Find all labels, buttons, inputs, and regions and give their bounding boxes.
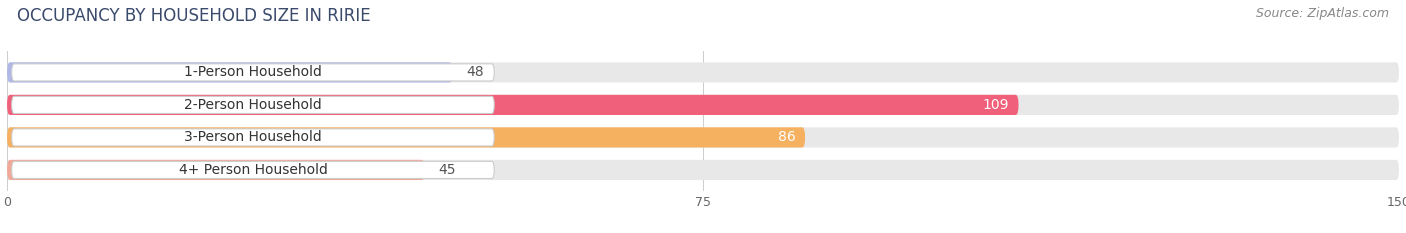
Text: Source: ZipAtlas.com: Source: ZipAtlas.com	[1256, 7, 1389, 20]
Text: OCCUPANCY BY HOUSEHOLD SIZE IN RIRIE: OCCUPANCY BY HOUSEHOLD SIZE IN RIRIE	[17, 7, 371, 25]
FancyBboxPatch shape	[7, 127, 1399, 147]
Text: 2-Person Household: 2-Person Household	[184, 98, 322, 112]
Text: 48: 48	[467, 65, 484, 79]
Text: 86: 86	[778, 130, 796, 144]
Text: 109: 109	[983, 98, 1010, 112]
FancyBboxPatch shape	[7, 127, 806, 147]
FancyBboxPatch shape	[7, 62, 453, 82]
FancyBboxPatch shape	[7, 160, 425, 180]
FancyBboxPatch shape	[7, 95, 1018, 115]
Text: 45: 45	[439, 163, 456, 177]
FancyBboxPatch shape	[11, 64, 495, 81]
Text: 4+ Person Household: 4+ Person Household	[179, 163, 328, 177]
FancyBboxPatch shape	[7, 160, 1399, 180]
Text: 1-Person Household: 1-Person Household	[184, 65, 322, 79]
FancyBboxPatch shape	[7, 95, 1399, 115]
FancyBboxPatch shape	[7, 62, 1399, 82]
FancyBboxPatch shape	[11, 129, 495, 146]
FancyBboxPatch shape	[11, 96, 495, 113]
Text: 3-Person Household: 3-Person Household	[184, 130, 322, 144]
FancyBboxPatch shape	[11, 161, 495, 178]
